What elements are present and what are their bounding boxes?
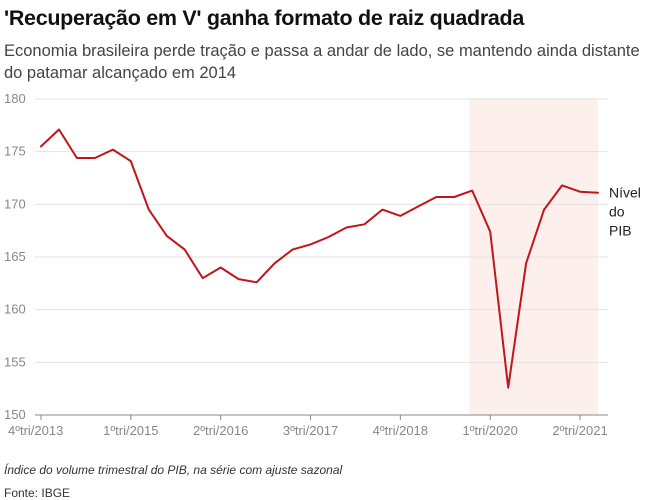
y-tick-label: 180: [4, 91, 26, 106]
series-label-line: do: [609, 204, 625, 220]
x-tick-label: 2ºtri/2021: [552, 423, 607, 438]
x-tick-label: 3ºtri/2017: [283, 423, 338, 438]
series-label-layer: Nível do PIB: [609, 185, 641, 239]
series-label-line: PIB: [609, 223, 632, 239]
x-tick-label: 1ºtri/2015: [103, 423, 158, 438]
series-layer: [40, 128, 599, 389]
chart-subtitle: Economia brasileira perde tração e passa…: [4, 42, 640, 82]
chart-title: 'Recuperação em V' ganha formato de raiz…: [4, 6, 525, 30]
y-tick-label: 175: [4, 144, 26, 159]
y-tick-label: 160: [4, 302, 26, 317]
x-axis-ticks: 4ºtri/2013 1ºtri/2015 2ºtri/2016 3ºtri/2017…: [8, 415, 608, 438]
chart-note: Índice do volume trimestral do PIB, na s…: [4, 463, 343, 477]
series-label-line: Nível: [609, 185, 641, 201]
x-tick-label: 4ºtri/2013: [8, 423, 63, 438]
series-line-pib: [40, 128, 599, 389]
y-axis-ticks: 150 155 160 165 170 175 180: [4, 91, 26, 422]
y-tick-label: 165: [4, 249, 26, 264]
chart-source: Fonte: IBGE: [4, 486, 71, 500]
x-tick-label: 4ºtri/2018: [373, 423, 428, 438]
y-tick-label: 155: [4, 354, 26, 369]
x-tick-label: 2ºtri/2016: [193, 423, 248, 438]
y-tick-label: 170: [4, 196, 26, 211]
x-tick-label: 1ºtri/2020: [463, 423, 518, 438]
y-tick-label: 150: [4, 407, 26, 422]
